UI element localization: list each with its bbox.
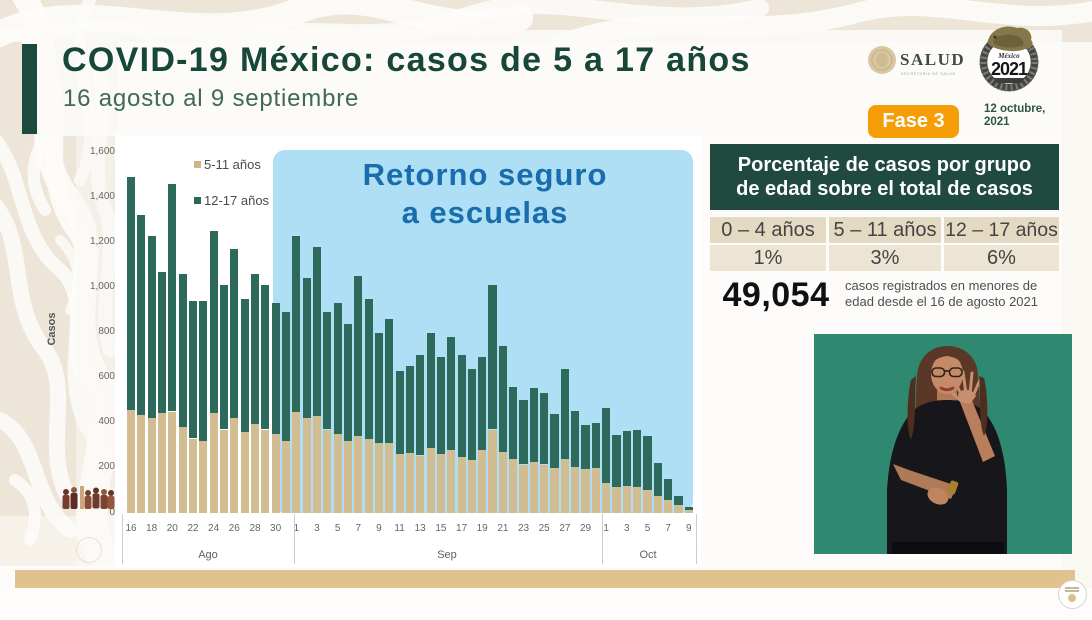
- svg-text:SALUD: SALUD: [900, 50, 965, 69]
- svg-text:2021: 2021: [991, 59, 1028, 79]
- svg-text:SECRETARÍA DE SALUD: SECRETARÍA DE SALUD: [901, 72, 956, 76]
- svg-text:México: México: [997, 52, 1020, 60]
